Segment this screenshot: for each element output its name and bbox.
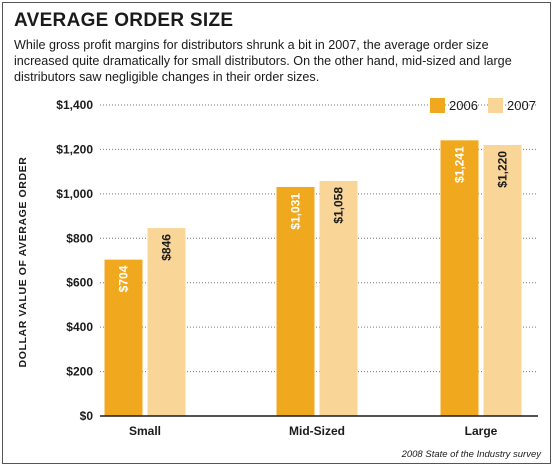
data-label: $704 [117, 265, 131, 292]
data-label: $1,241 [453, 146, 467, 183]
bar-2006-small [104, 259, 143, 416]
data-label: $1,031 [289, 193, 303, 230]
y-tick-label: $400 [66, 320, 93, 334]
y-tick-label: $200 [66, 365, 93, 379]
y-tick-label: $1,200 [56, 142, 93, 156]
x-tick-label: Large [465, 424, 498, 438]
chart-title: AVERAGE ORDER SIZE [14, 10, 234, 31]
y-tick-label: $600 [66, 276, 93, 290]
x-tick-label: Mid-Sized [289, 424, 345, 438]
y-tick-label: $1,400 [56, 98, 93, 112]
data-label: $1,058 [332, 187, 346, 224]
legend-swatch-2006 [430, 98, 445, 113]
y-tick-label: $1,000 [56, 187, 93, 201]
legend-label: 2006 [449, 98, 478, 113]
legend-label: 2007 [507, 98, 536, 113]
y-axis-label: DOLLAR VALUE OF AVERAGE ORDER [17, 157, 29, 368]
bar-2007-large [483, 144, 522, 416]
data-label: $1,220 [496, 151, 510, 188]
bar-2006-large [440, 140, 479, 416]
bar-2006-mid-sized [276, 186, 315, 416]
bar-2007-mid-sized [319, 180, 358, 416]
y-tick-label: $0 [80, 409, 94, 423]
chart-subtitle: While gross profit margins for distribut… [14, 38, 512, 84]
legend-swatch-2007 [488, 98, 503, 113]
x-tick-label: Small [129, 424, 161, 438]
data-label: $846 [160, 234, 174, 261]
chart-source: 2008 State of the Industry survey [401, 449, 541, 460]
bar-2007-small [147, 228, 186, 416]
y-tick-label: $800 [66, 231, 93, 245]
